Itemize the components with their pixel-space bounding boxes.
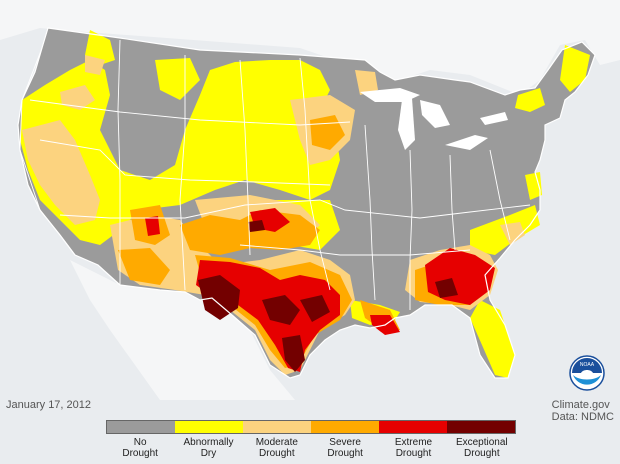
legend-label-abnormally-dry: Abnormally Dry [183,437,234,459]
noaa-logo-text: NOAA [580,362,595,368]
legend-swatch-abnormally-dry [175,421,243,433]
legend-swatch-severe [311,421,379,433]
legend-swatch-no-drought [107,421,175,433]
conus-outline [17,27,596,379]
legend-label-extreme: Extreme Drought [394,437,433,459]
legend-swatch-moderate [243,421,311,433]
credit-data: Data: NDMC [551,411,614,423]
legend-labels: No Drought Abnormally Dry Moderate Drought … [106,434,516,459]
legend-swatch-extreme [379,421,447,433]
noaa-logo-icon: NOAA [569,355,605,391]
map-date: January 17, 2012 [6,399,92,411]
great-lakes [360,88,508,150]
credit-source: Climate.gov [551,399,610,411]
legend-swatch-exceptional [447,421,515,433]
canada-land [0,0,620,95]
legend: No Drought Abnormally Dry Moderate Drought … [106,420,516,459]
drought-map [0,0,620,400]
map-credit: Climate.gov Data: NDMC [552,399,614,423]
legend-label-exceptional: Exceptional Drought [455,437,508,459]
exceptional-drought-areas [198,220,458,372]
legend-label-no-drought: No Drought [122,437,158,459]
legend-bar [106,420,516,434]
legend-label-moderate: Moderate Drought [255,437,298,459]
mexico-land [70,260,295,400]
legend-label-severe: Severe Drought [327,437,363,459]
